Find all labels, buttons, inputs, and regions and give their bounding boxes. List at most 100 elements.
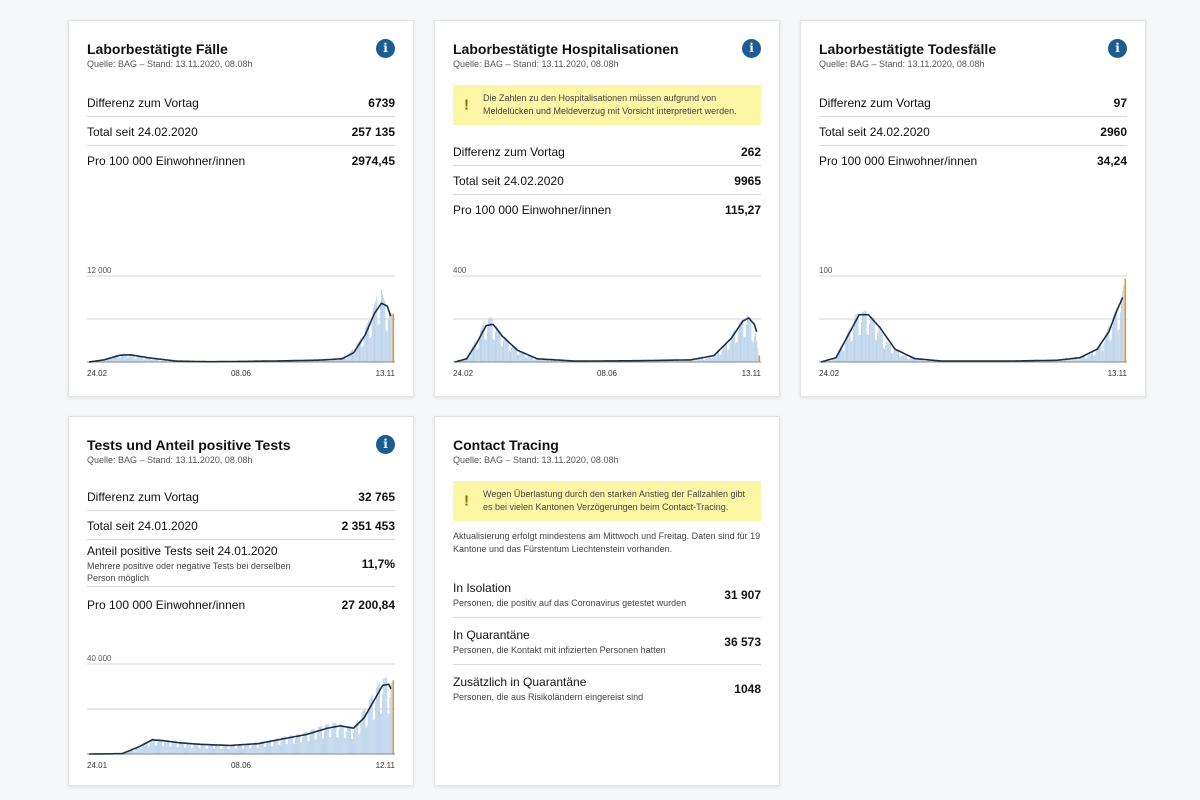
daily-bar xyxy=(675,360,677,362)
tracing-sublabel: Personen, die positiv auf das Coronaviru… xyxy=(453,597,687,608)
daily-bar xyxy=(848,330,850,362)
daily-bar xyxy=(683,359,685,362)
daily-bar xyxy=(291,735,293,754)
daily-bar xyxy=(849,327,851,362)
x-tick-label: 24.02 xyxy=(87,369,108,378)
daily-bar xyxy=(163,745,165,754)
stat-value: 9965 xyxy=(734,173,761,188)
daily-bar xyxy=(738,322,740,362)
daily-bar xyxy=(834,358,836,362)
stat-value: 97 xyxy=(1113,95,1127,110)
daily-bar xyxy=(891,352,892,362)
daily-bar xyxy=(123,353,125,362)
daily-bar xyxy=(753,336,755,362)
daily-bar xyxy=(1110,339,1112,362)
daily-bar xyxy=(363,336,365,362)
daily-bar xyxy=(382,694,384,754)
daily-bar xyxy=(217,744,219,754)
daily-bars xyxy=(821,278,1127,362)
daily-bar xyxy=(369,698,371,754)
daily-bar xyxy=(712,358,714,362)
daily-bar xyxy=(556,359,558,362)
daily-bar xyxy=(199,748,201,754)
daily-bar xyxy=(508,350,510,362)
daily-bar xyxy=(171,743,173,754)
daily-bar xyxy=(360,722,362,754)
daily-bar xyxy=(277,738,279,754)
stat-label: Total seit 24.02.2020 xyxy=(453,173,564,188)
daily-bar xyxy=(1073,358,1075,362)
hospitalisations-chart-svg: 400 24.02 08.06 13.11 xyxy=(453,266,762,378)
daily-bar xyxy=(895,349,897,362)
daily-bar xyxy=(701,358,703,362)
daily-bar xyxy=(678,360,680,362)
daily-bar xyxy=(154,745,156,754)
daily-bar xyxy=(153,738,155,754)
card-hospitalisations: Laborbestätigte Hospitalisationen Quelle… xyxy=(434,20,780,397)
card-title: Laborbestätigte Todesfälle xyxy=(819,41,997,57)
daily-bar xyxy=(135,358,137,362)
daily-bar xyxy=(161,739,163,754)
daily-bar xyxy=(709,356,711,362)
daily-bar xyxy=(241,743,242,754)
daily-bar xyxy=(705,358,707,362)
info-icon[interactable]: i xyxy=(742,39,761,58)
daily-bar xyxy=(142,745,144,754)
daily-bar xyxy=(548,358,550,362)
daily-bar xyxy=(127,357,129,362)
daily-bar xyxy=(1087,356,1089,362)
daily-bar xyxy=(141,356,143,362)
daily-bar xyxy=(722,346,724,362)
daily-bar xyxy=(213,748,214,754)
daily-bar xyxy=(380,290,382,362)
daily-bar xyxy=(922,359,924,362)
daily-bar xyxy=(1086,358,1088,362)
daily-bar xyxy=(334,722,336,754)
daily-bar xyxy=(830,360,832,362)
info-icon[interactable]: i xyxy=(376,39,395,58)
warning-note: ! Die Zahlen zu den Hospitalisationen müs… xyxy=(453,85,761,125)
daily-bar xyxy=(832,360,834,362)
daily-bar xyxy=(389,696,391,754)
stats-list: Differenz zum Vortag 6739 Total seit 24.0… xyxy=(87,88,395,175)
daily-bar xyxy=(166,739,168,754)
stat-value: 34,24 xyxy=(1096,154,1127,168)
daily-bar xyxy=(482,324,484,362)
daily-bar xyxy=(177,747,179,754)
daily-bar xyxy=(218,744,220,754)
tracing-label: In Isolation xyxy=(453,580,512,595)
daily-bar xyxy=(666,360,668,362)
daily-bar xyxy=(829,360,831,362)
daily-bar xyxy=(745,324,747,362)
daily-bar xyxy=(730,335,732,362)
info-icon[interactable]: i xyxy=(376,435,395,454)
stat-row: Pro 100 000 Einwohner/innen 34,24 xyxy=(819,146,1127,175)
daily-bar xyxy=(365,325,367,362)
daily-bar xyxy=(874,339,876,362)
daily-bar xyxy=(1121,297,1123,362)
daily-bar xyxy=(363,709,365,754)
daily-bar xyxy=(279,744,281,754)
daily-bar xyxy=(468,357,470,362)
daily-bar xyxy=(244,745,246,754)
stat-value: 115,27 xyxy=(724,203,761,217)
daily-bar xyxy=(661,360,663,362)
daily-bar xyxy=(460,360,462,362)
daily-bar xyxy=(721,350,723,362)
daily-bar xyxy=(489,317,491,362)
daily-bar xyxy=(384,678,386,754)
daily-bar xyxy=(361,347,363,362)
daily-bar xyxy=(346,725,348,754)
daily-bar xyxy=(382,293,384,362)
daily-bar xyxy=(366,726,368,754)
daily-bar xyxy=(361,712,363,754)
daily-bar xyxy=(309,734,311,754)
info-icon[interactable]: i xyxy=(1108,39,1127,58)
daily-bar xyxy=(318,726,320,754)
daily-bar xyxy=(388,713,390,754)
daily-bar xyxy=(742,318,744,362)
daily-bar xyxy=(310,729,312,754)
daily-bar xyxy=(157,741,158,754)
daily-bar xyxy=(175,741,177,754)
daily-bar xyxy=(1048,360,1050,362)
